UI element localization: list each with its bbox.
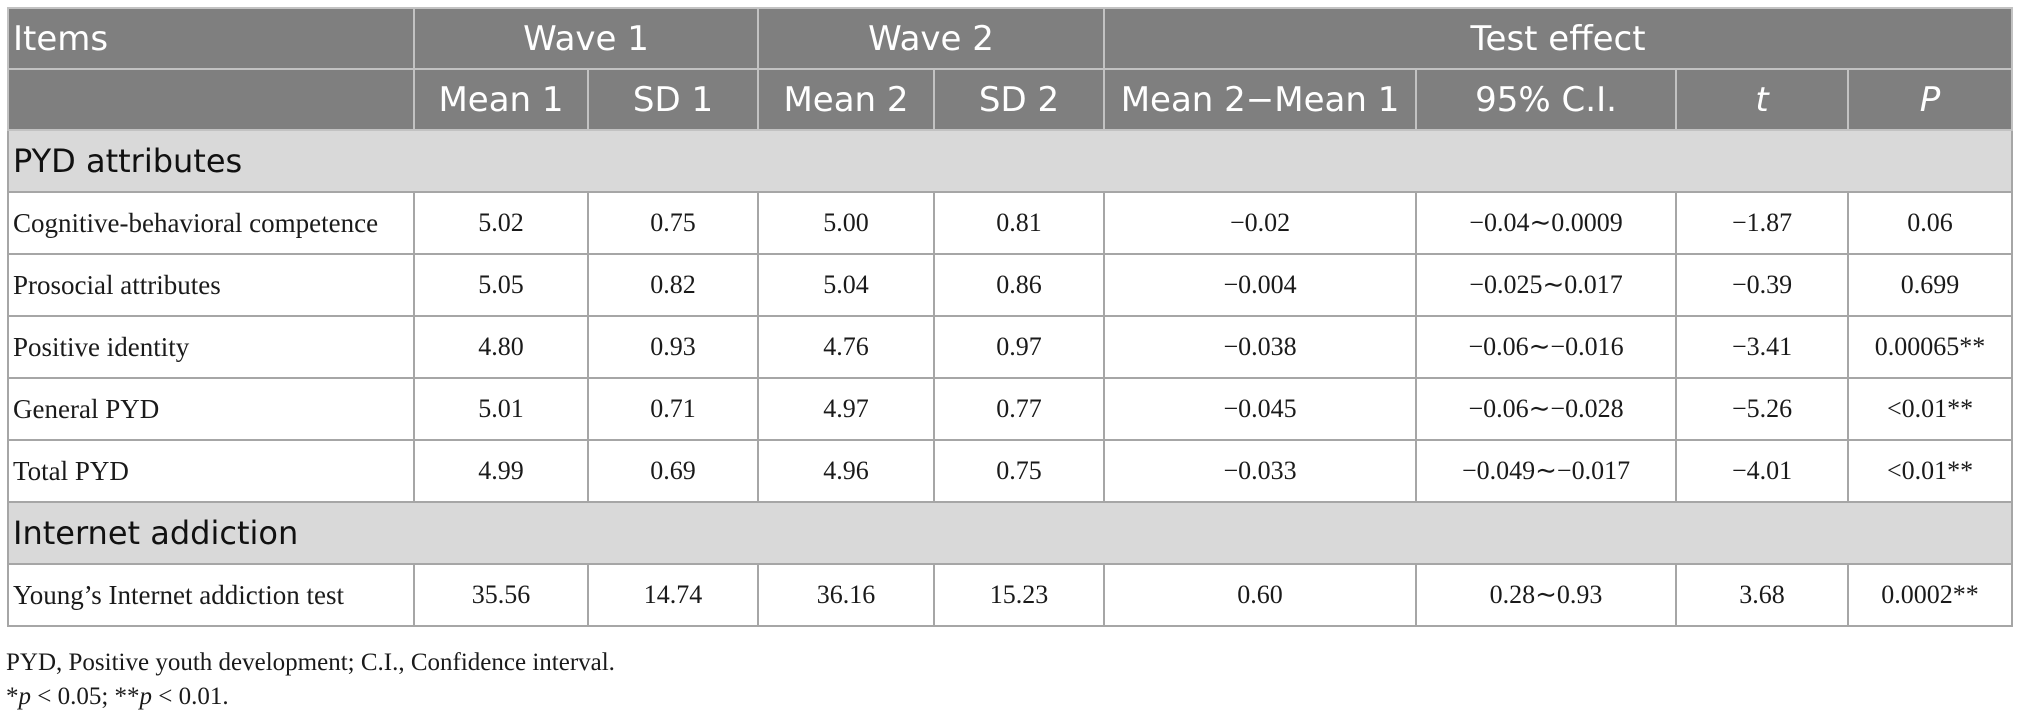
footnote-significance: *p < 0.05; **p < 0.01.: [6, 680, 615, 714]
cell-mean-1: 5.01: [413, 377, 589, 441]
footnote-p-symbol-1: p: [18, 683, 32, 710]
cell-ci: −0.06∼−0.016: [1415, 315, 1678, 379]
cell-mean-diff: −0.02: [1103, 191, 1418, 255]
cell-mean-2: 4.96: [757, 439, 936, 503]
header-test-effect: Test effect: [1103, 7, 2014, 70]
row-item-label: Prosocial attributes: [7, 253, 415, 317]
cell-p: <0.01**: [1847, 439, 2014, 503]
cell-ci: −0.025∼0.017: [1415, 253, 1678, 317]
cell-mean-1: 4.99: [413, 439, 589, 503]
cell-mean-1: 35.56: [413, 563, 589, 627]
cell-mean-1: 5.05: [413, 253, 589, 317]
cell-sd-1: 0.71: [586, 377, 760, 441]
cell-sd-2: 0.77: [933, 377, 1106, 441]
row-item-label: General PYD: [7, 377, 415, 441]
cell-ci: −0.04∼0.0009: [1415, 191, 1678, 255]
table-footnotes: PYD, Positive youth development; C.I., C…: [6, 646, 615, 714]
header-mean-2: Mean 2: [757, 68, 936, 131]
header-sd-1: SD 1: [586, 68, 760, 131]
table-row: Cognitive-behavioral competence 5.02 0.7…: [7, 191, 2014, 255]
header-mean-diff: Mean 2−Mean 1: [1103, 68, 1418, 131]
cell-p: 0.06: [1847, 191, 2014, 255]
section-row-pyd-attributes: PYD attributes: [6, 129, 2014, 193]
section-title: PYD attributes: [6, 129, 2014, 193]
cell-sd-1: 14.74: [586, 563, 760, 627]
cell-sd-1: 0.75: [586, 191, 760, 255]
header-wave-2: Wave 2: [757, 7, 1106, 70]
results-table-container: Items Wave 1 Wave 2 Test effect Mean 1 S…: [6, 7, 2014, 627]
cell-mean-2: 4.97: [757, 377, 936, 441]
cell-mean-diff: 0.60: [1103, 563, 1418, 627]
cell-sd-2: 15.23: [933, 563, 1106, 627]
row-item-label: Cognitive-behavioral competence: [7, 191, 415, 255]
header-items: Items: [7, 7, 415, 70]
cell-mean-1: 5.02: [413, 191, 589, 255]
header-p-label: P: [1919, 79, 1941, 120]
footnote-sig-text-2: < 0.01.: [152, 683, 229, 710]
header-items-blank: [7, 68, 415, 131]
header-mean-1: Mean 1: [413, 68, 589, 131]
header-t-label: t: [1755, 79, 1769, 120]
table-row: Young’s Internet addiction test 35.56 14…: [7, 563, 2014, 627]
header-sd-2: SD 2: [933, 68, 1106, 131]
row-item-label: Positive identity: [7, 315, 415, 379]
cell-sd-1: 0.69: [586, 439, 760, 503]
cell-ci: 0.28∼0.93: [1415, 563, 1678, 627]
cell-t: −5.26: [1675, 377, 1850, 441]
cell-p: 0.0002**: [1847, 563, 2014, 627]
cell-sd-1: 0.82: [586, 253, 760, 317]
row-item-label: Total PYD: [7, 439, 415, 503]
cell-t: −0.39: [1675, 253, 1850, 317]
cell-mean-2: 5.04: [757, 253, 936, 317]
section-row-internet-addiction: Internet addiction: [6, 501, 2014, 565]
cell-mean-diff: −0.045: [1103, 377, 1418, 441]
cell-p: 0.00065**: [1847, 315, 2014, 379]
header-ci: 95% C.I.: [1415, 68, 1678, 131]
header-t: t: [1675, 68, 1850, 131]
table-row: Prosocial attributes 5.05 0.82 5.04 0.86…: [7, 253, 2014, 317]
cell-t: −3.41: [1675, 315, 1850, 379]
footnote-sig-text-1: < 0.05; **: [31, 683, 140, 710]
cell-mean-2: 5.00: [757, 191, 936, 255]
table-row: Total PYD 4.99 0.69 4.96 0.75 −0.033 −0.…: [7, 439, 2014, 503]
results-table: Items Wave 1 Wave 2 Test effect Mean 1 S…: [6, 7, 2014, 627]
cell-sd-2: 0.86: [933, 253, 1106, 317]
cell-sd-2: 0.75: [933, 439, 1106, 503]
cell-ci: −0.06∼−0.028: [1415, 377, 1678, 441]
cell-t: −4.01: [1675, 439, 1850, 503]
cell-mean-diff: −0.033: [1103, 439, 1418, 503]
cell-sd-2: 0.81: [933, 191, 1106, 255]
cell-t: −1.87: [1675, 191, 1850, 255]
cell-ci: −0.049∼−0.017: [1415, 439, 1678, 503]
header-p: P: [1847, 68, 2014, 131]
cell-p: <0.01**: [1847, 377, 2014, 441]
footnote-p-symbol-2: p: [139, 683, 153, 710]
header-row-top: Items Wave 1 Wave 2 Test effect: [7, 7, 2014, 70]
header-wave-1: Wave 1: [412, 7, 760, 70]
table-row: General PYD 5.01 0.71 4.97 0.77 −0.045 −…: [7, 377, 2014, 441]
cell-mean-diff: −0.004: [1103, 253, 1418, 317]
cell-mean-diff: −0.038: [1103, 315, 1418, 379]
cell-sd-2: 0.97: [933, 315, 1106, 379]
table-row: Positive identity 4.80 0.93 4.76 0.97 −0…: [7, 315, 2014, 379]
section-title: Internet addiction: [6, 501, 2014, 565]
cell-sd-1: 0.93: [586, 315, 760, 379]
cell-t: 3.68: [1675, 563, 1850, 627]
footnote-star: *: [6, 683, 19, 710]
footnote-abbreviations: PYD, Positive youth development; C.I., C…: [6, 649, 615, 676]
cell-mean-1: 4.80: [413, 315, 589, 379]
cell-p: 0.699: [1847, 253, 2014, 317]
cell-mean-2: 4.76: [757, 315, 936, 379]
cell-mean-2: 36.16: [757, 563, 936, 627]
header-row-sub: Mean 1 SD 1 Mean 2 SD 2 Mean 2−Mean 1 95…: [7, 68, 2014, 131]
row-item-label: Young’s Internet addiction test: [7, 563, 415, 627]
